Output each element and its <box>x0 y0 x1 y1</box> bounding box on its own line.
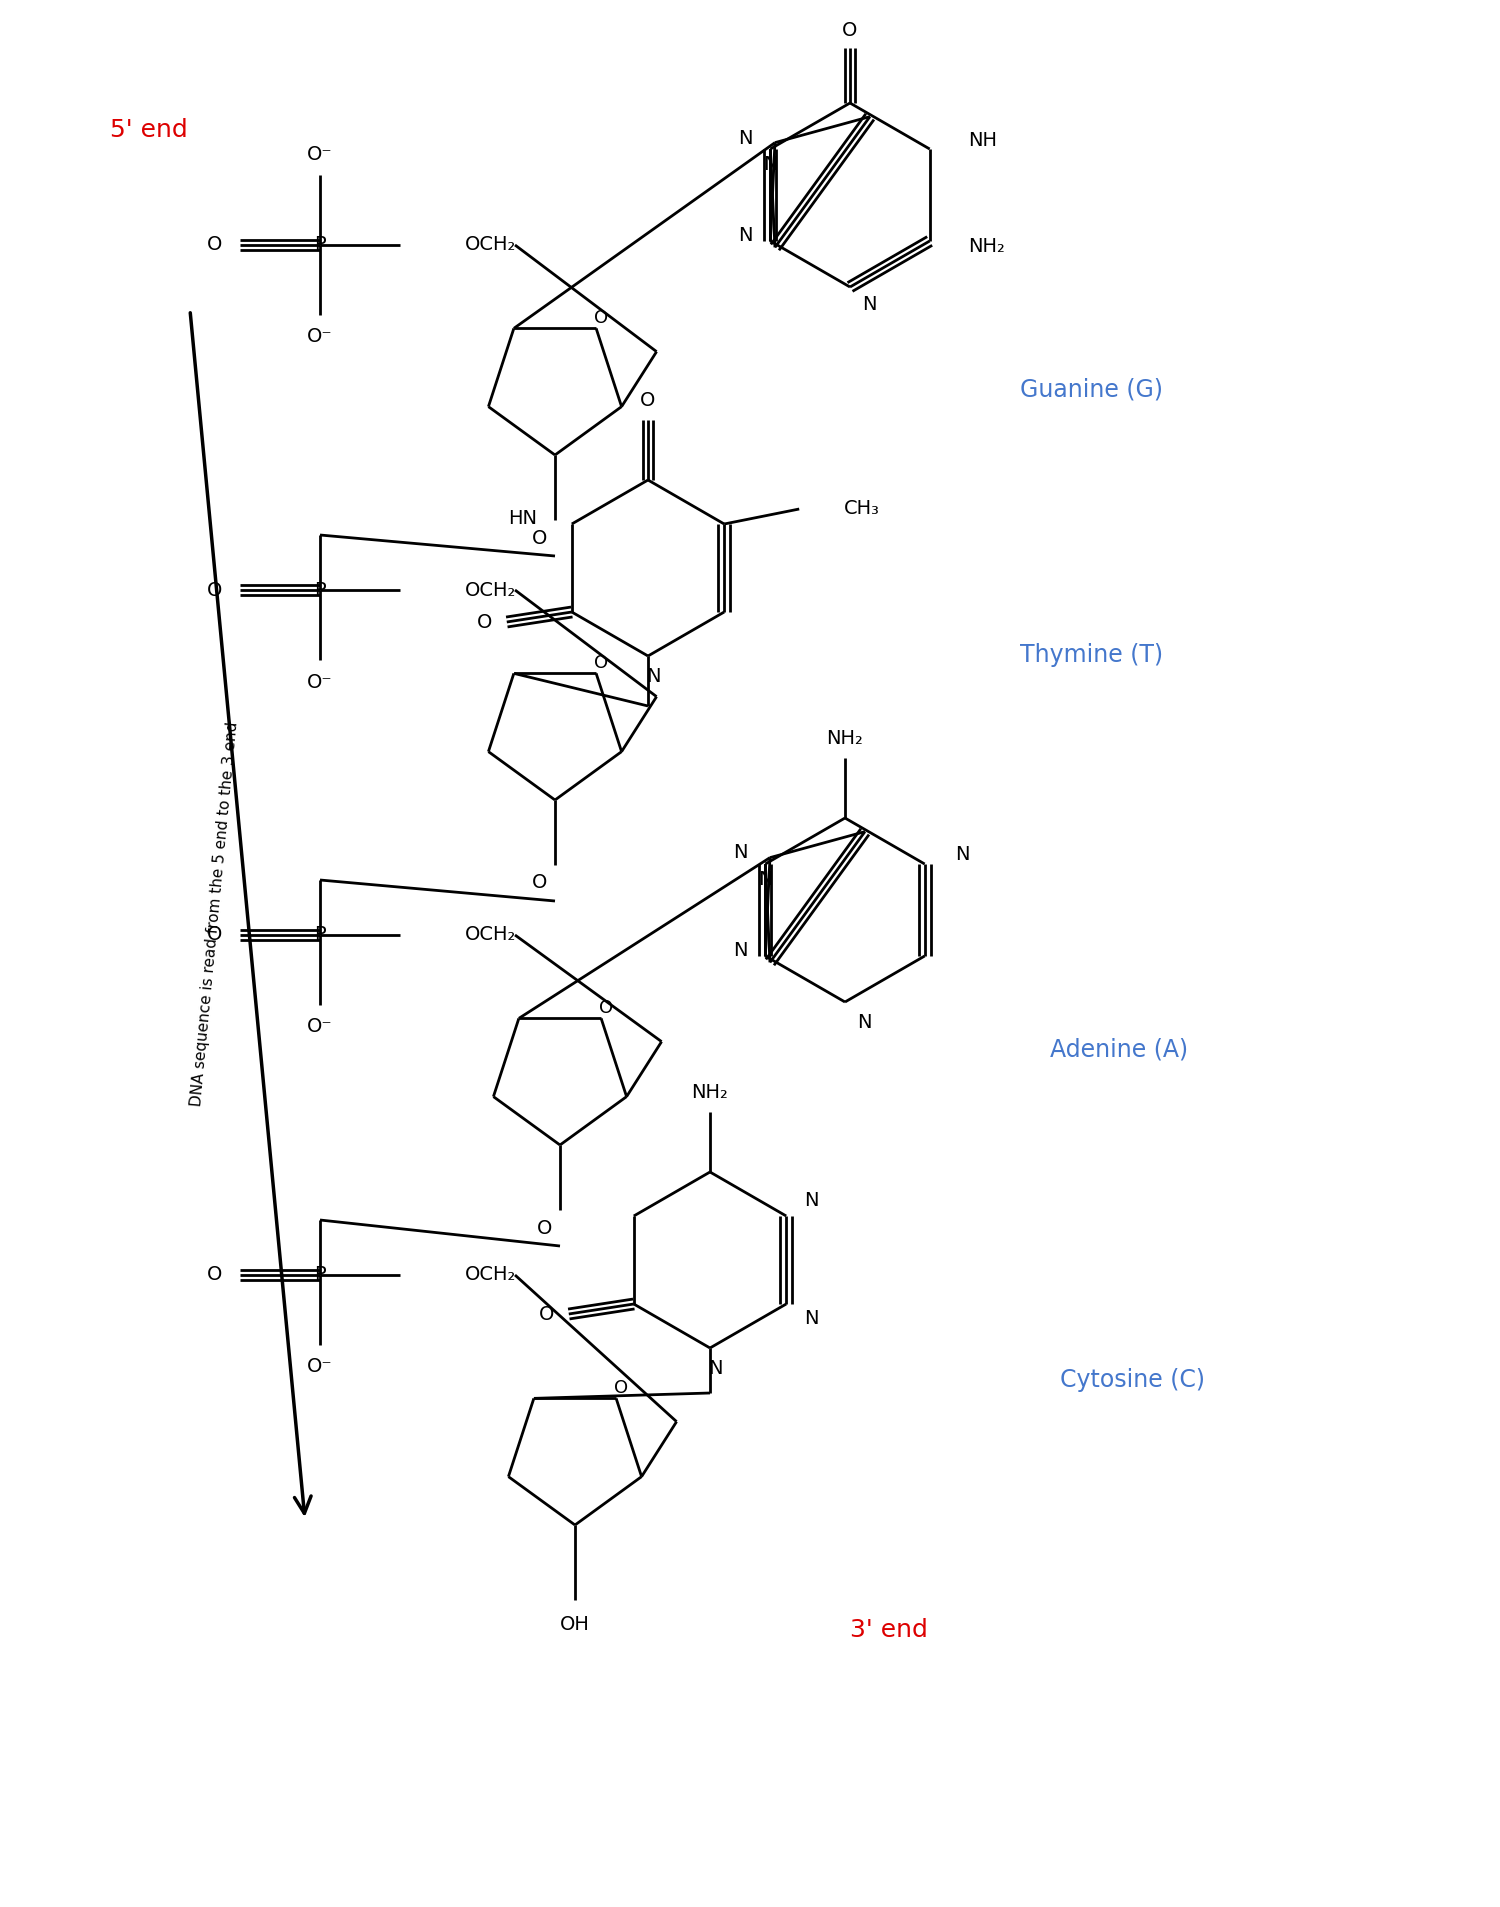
Text: N: N <box>645 667 660 685</box>
Text: CH₃: CH₃ <box>844 500 880 519</box>
Text: N: N <box>804 1192 819 1211</box>
Text: O: O <box>594 309 608 328</box>
Text: Guanine (G): Guanine (G) <box>1020 378 1162 402</box>
Text: P: P <box>314 235 326 254</box>
Text: N: N <box>762 154 777 174</box>
Text: O: O <box>843 21 858 40</box>
Text: O⁻: O⁻ <box>308 328 333 347</box>
Text: N: N <box>734 940 748 959</box>
Text: Cytosine (C): Cytosine (C) <box>1060 1367 1204 1392</box>
Text: N: N <box>738 130 753 149</box>
Text: O: O <box>207 235 222 254</box>
Text: Thymine (T): Thymine (T) <box>1020 643 1162 667</box>
Text: Adenine (A): Adenine (A) <box>1050 1037 1188 1062</box>
Text: O⁻: O⁻ <box>308 145 333 164</box>
Text: P: P <box>314 1266 326 1285</box>
Text: N: N <box>738 225 753 244</box>
Text: NH: NH <box>968 132 996 151</box>
Text: P: P <box>314 925 326 944</box>
Text: N: N <box>804 1310 819 1329</box>
Text: 5' end: 5' end <box>110 118 188 141</box>
Text: NH₂: NH₂ <box>692 1083 729 1102</box>
Text: O: O <box>640 391 656 410</box>
Text: O: O <box>537 1219 552 1238</box>
Text: DNA sequence is read from the 5 end to the 3 end: DNA sequence is read from the 5 end to t… <box>189 721 242 1108</box>
Text: N: N <box>758 870 772 889</box>
Text: O: O <box>594 654 608 673</box>
Text: N: N <box>862 296 876 315</box>
Text: O: O <box>532 528 548 547</box>
Text: O⁻: O⁻ <box>308 1018 333 1037</box>
Text: O: O <box>207 1266 222 1285</box>
Text: O: O <box>207 925 222 944</box>
Text: N: N <box>954 845 969 864</box>
Text: O: O <box>538 1304 555 1323</box>
Text: NH₂: NH₂ <box>827 728 864 748</box>
Text: N: N <box>708 1358 723 1377</box>
Text: N: N <box>734 843 747 862</box>
Text: OH: OH <box>560 1615 590 1634</box>
Text: O⁻: O⁻ <box>308 673 333 692</box>
Text: N: N <box>856 1013 871 1032</box>
Text: HN: HN <box>509 509 537 528</box>
Text: P: P <box>314 580 326 599</box>
Text: O⁻: O⁻ <box>308 1358 333 1377</box>
Text: O: O <box>477 612 492 631</box>
Text: O: O <box>207 580 222 599</box>
Text: OCH₂: OCH₂ <box>465 580 516 599</box>
Text: OCH₂: OCH₂ <box>465 235 516 254</box>
Text: O: O <box>614 1379 628 1398</box>
Text: NH₂: NH₂ <box>968 236 1005 256</box>
Text: 3' end: 3' end <box>850 1617 928 1642</box>
Text: O: O <box>598 999 613 1016</box>
Text: OCH₂: OCH₂ <box>465 1266 516 1285</box>
Text: O: O <box>532 873 548 892</box>
Text: OCH₂: OCH₂ <box>465 925 516 944</box>
